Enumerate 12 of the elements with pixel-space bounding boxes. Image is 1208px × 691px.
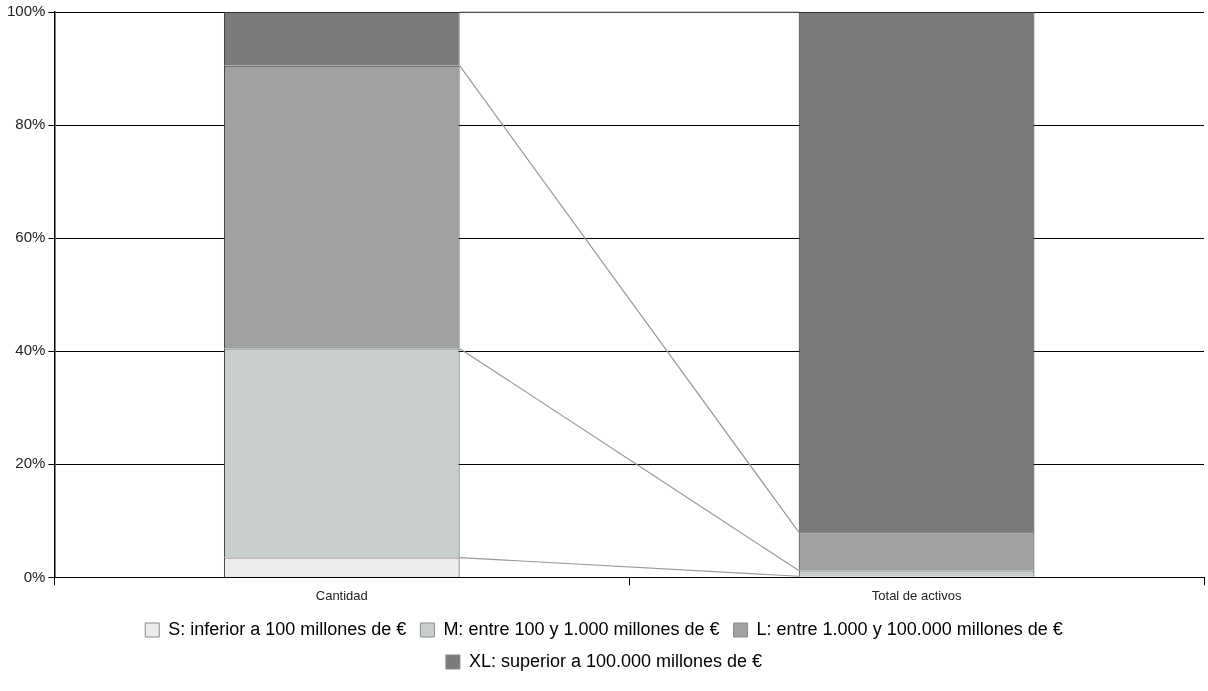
y-tick-label: 60% [15,228,46,246]
legend-label: S: inferior a 100 millones de € [168,618,407,639]
y-tick-label: 0% [23,567,46,585]
legend-label: L: entre 1.000 y 100.000 millones de € [756,618,1063,639]
legend-label: XL: superior a 100.000 millones de € [468,650,763,671]
y-tick-label: 80% [15,115,46,133]
x-tick-label: Total de activos [871,587,962,603]
y-tick-label: 40% [15,341,46,359]
legend-label: M: entre 100 y 1.000 millones de € [443,618,720,639]
y-tick-label: 20% [15,454,46,472]
x-tick-label: Cantidad [315,587,368,603]
y-tick-label: 100% [6,2,46,20]
